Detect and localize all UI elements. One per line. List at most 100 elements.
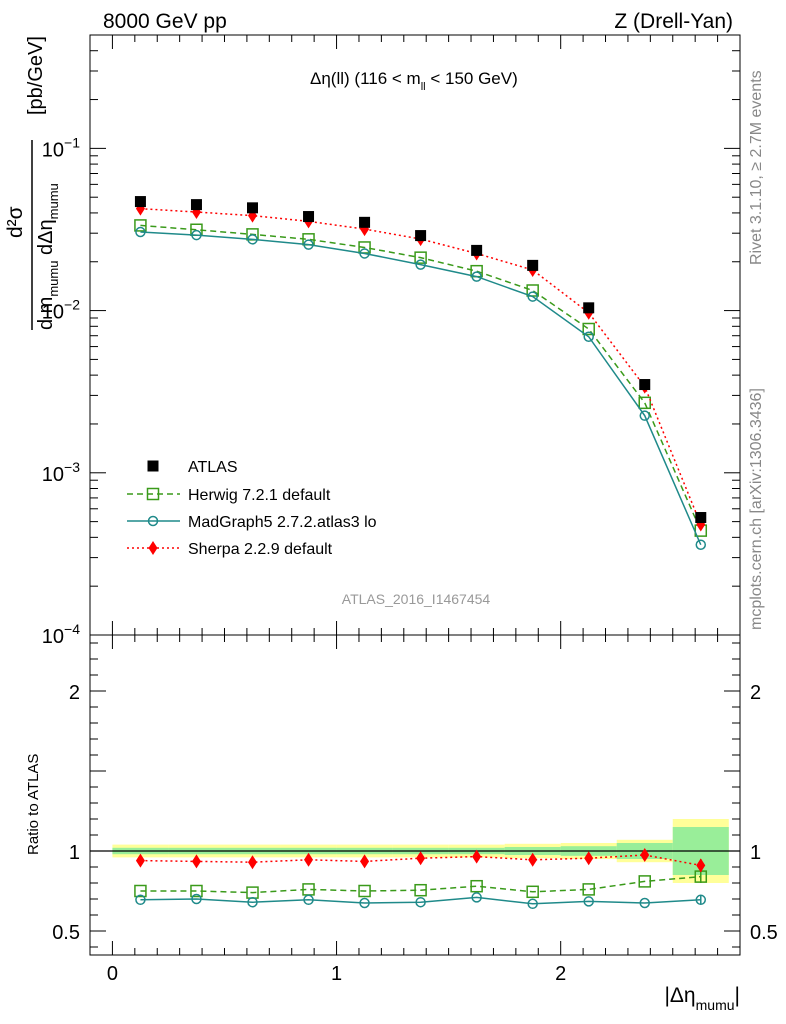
ratio-point-madgraph5: [135, 894, 146, 906]
main-point-atlas: [359, 216, 371, 228]
y-tick-label-main: 10−4: [42, 621, 80, 648]
plot-title-sub: ll: [421, 81, 426, 93]
main-point-atlas: [695, 512, 707, 524]
legend-label: MadGraph5 2.7.2.atlas3 lo: [188, 514, 377, 531]
ratio-point-herwig: [190, 884, 203, 898]
ratio-panel-frame: [89, 634, 741, 956]
ylabel-num: d²σ: [4, 206, 27, 238]
ratio-series: [134, 848, 708, 910]
main-point-atlas: [639, 379, 651, 391]
ratio-point-herwig: [638, 875, 651, 888]
ratio-point-sherpa: [472, 849, 482, 864]
ratio-point-sherpa: [360, 854, 370, 869]
y-tick-exponent: −3: [64, 459, 80, 475]
ratio-ylabel: Ratio to ATLAS: [25, 754, 42, 855]
legend: ATLAS Herwig 7.2.1 default MadGraph5 2.7.2…: [127, 459, 377, 558]
main-point-madgraph5: [583, 331, 594, 342]
main-point-madgraph5: [191, 229, 202, 241]
mcplots-label: mcplots.cern.ch [arXiv:1306.3436]: [748, 388, 765, 630]
main-point-atlas: [415, 230, 427, 242]
main-point-atlas: [303, 211, 315, 223]
legend-label: Sherpa 2.2.9 default: [188, 541, 333, 558]
ylabel-unit: [pb/GeV]: [25, 36, 47, 115]
xlabel-main: |Δη: [664, 984, 695, 1007]
y-tick-base: 10: [42, 139, 64, 161]
main-point-atlas: [247, 202, 258, 214]
y-tick-exponent: −1: [64, 134, 80, 150]
main-series: [134, 196, 708, 551]
legend-label: ATLAS: [188, 459, 238, 476]
y-tick-exponent: −4: [64, 621, 80, 637]
ratio-point-sherpa: [528, 852, 538, 867]
legend-marker: [147, 460, 159, 472]
y-tick-base: 10: [42, 302, 64, 324]
y-tick-base: 10: [42, 464, 64, 486]
main-point-madgraph5: [527, 291, 538, 302]
ratio-line-madgraph5: [140, 896, 701, 905]
ratio-point-sherpa: [696, 858, 706, 873]
y-tick-base: 10: [42, 626, 64, 648]
legend-marker: [147, 515, 159, 527]
main-point-atlas: [527, 259, 539, 271]
ratio-y-tick-label-right: 1: [750, 842, 761, 864]
y-tick-label-main: 10−1: [42, 134, 80, 161]
ratio-point-madgraph5: [415, 896, 426, 908]
main-point-madgraph5: [695, 539, 707, 551]
ratio-y-tick-label-right: 0.5: [750, 922, 778, 944]
ylabel-den-sub2: mumu: [46, 183, 61, 219]
ratio-point-herwig: [414, 883, 427, 897]
main-point-madgraph5: [247, 234, 258, 245]
ratio-point-sherpa: [304, 852, 314, 867]
ratio-y-tick-label-right: 2: [750, 682, 761, 704]
ratio-point-madgraph5: [303, 894, 314, 906]
header-left-label: 8000 GeV pp: [103, 10, 227, 33]
ylabel-den-text: d m: [35, 297, 57, 330]
ratio-point-madgraph5: [471, 892, 482, 903]
main-point-atlas: [134, 196, 146, 208]
main-point-atlas: [190, 199, 202, 211]
main-point-herwig: [638, 396, 651, 410]
main-point-atlas: [471, 244, 483, 256]
xlabel-sub: mumu: [696, 997, 735, 1013]
main-point-herwig: [134, 219, 147, 232]
main-point-madgraph5: [639, 410, 650, 421]
x-tick-label: 2: [555, 963, 566, 985]
xlabel: |Δηmumu|: [664, 984, 740, 1013]
ratio-y-tick-label-left: 2: [69, 682, 80, 704]
ratio-point-herwig: [526, 885, 539, 899]
y-tick-label-main: 10−3: [42, 459, 80, 486]
main-point-herwig: [582, 322, 595, 336]
main-point-atlas: [583, 302, 595, 314]
ylabel-den: d mmumu dΔηmumu: [35, 183, 61, 330]
ratio-point-herwig: [582, 883, 595, 896]
main-point-madgraph5: [359, 248, 370, 259]
ylabel-den-sub: mumu: [46, 261, 61, 297]
ratio-point-madgraph5: [247, 896, 258, 908]
legend-marker: [148, 541, 158, 555]
legend-marker: [146, 487, 160, 501]
axes: 0 1 210−110−210−310−40.5 0.51 12 2: [42, 34, 778, 985]
ratio-point-madgraph5: [191, 893, 202, 905]
legend-label: Herwig 7.2.1 default: [188, 487, 331, 504]
main-point-madgraph5: [303, 239, 314, 250]
main-point-herwig: [414, 251, 427, 264]
rivet-label: Rivet 3.1.10, ≥ 2.7M events: [748, 70, 765, 265]
ratio-uncertainty-bands: [90, 819, 740, 883]
ratio-point-herwig: [470, 879, 483, 893]
ratio-point-sherpa: [248, 855, 257, 870]
ratio-point-sherpa: [191, 854, 201, 869]
plot-title-end: < 150 GeV): [426, 69, 518, 88]
ratio-point-sherpa: [416, 851, 426, 866]
ratio-y-tick-label-left: 0.5: [52, 922, 80, 944]
xlabel-end: |: [735, 984, 740, 1007]
ratio-point-madgraph5: [583, 896, 594, 907]
plot-title: Δη(ll) (116 < mll < 150 GeV): [310, 69, 518, 93]
ratio-point-sherpa: [584, 851, 594, 866]
header-right-label: Z (Drell-Yan): [614, 10, 733, 33]
ratio-point-madgraph5: [527, 898, 538, 910]
main-ylabel: d²σ d mmumu dΔηmumu [pb/GeV]: [4, 36, 61, 330]
ratio-point-sherpa: [640, 848, 650, 862]
ratio-point-herwig: [134, 884, 147, 898]
ratio-point-sherpa: [135, 853, 145, 868]
